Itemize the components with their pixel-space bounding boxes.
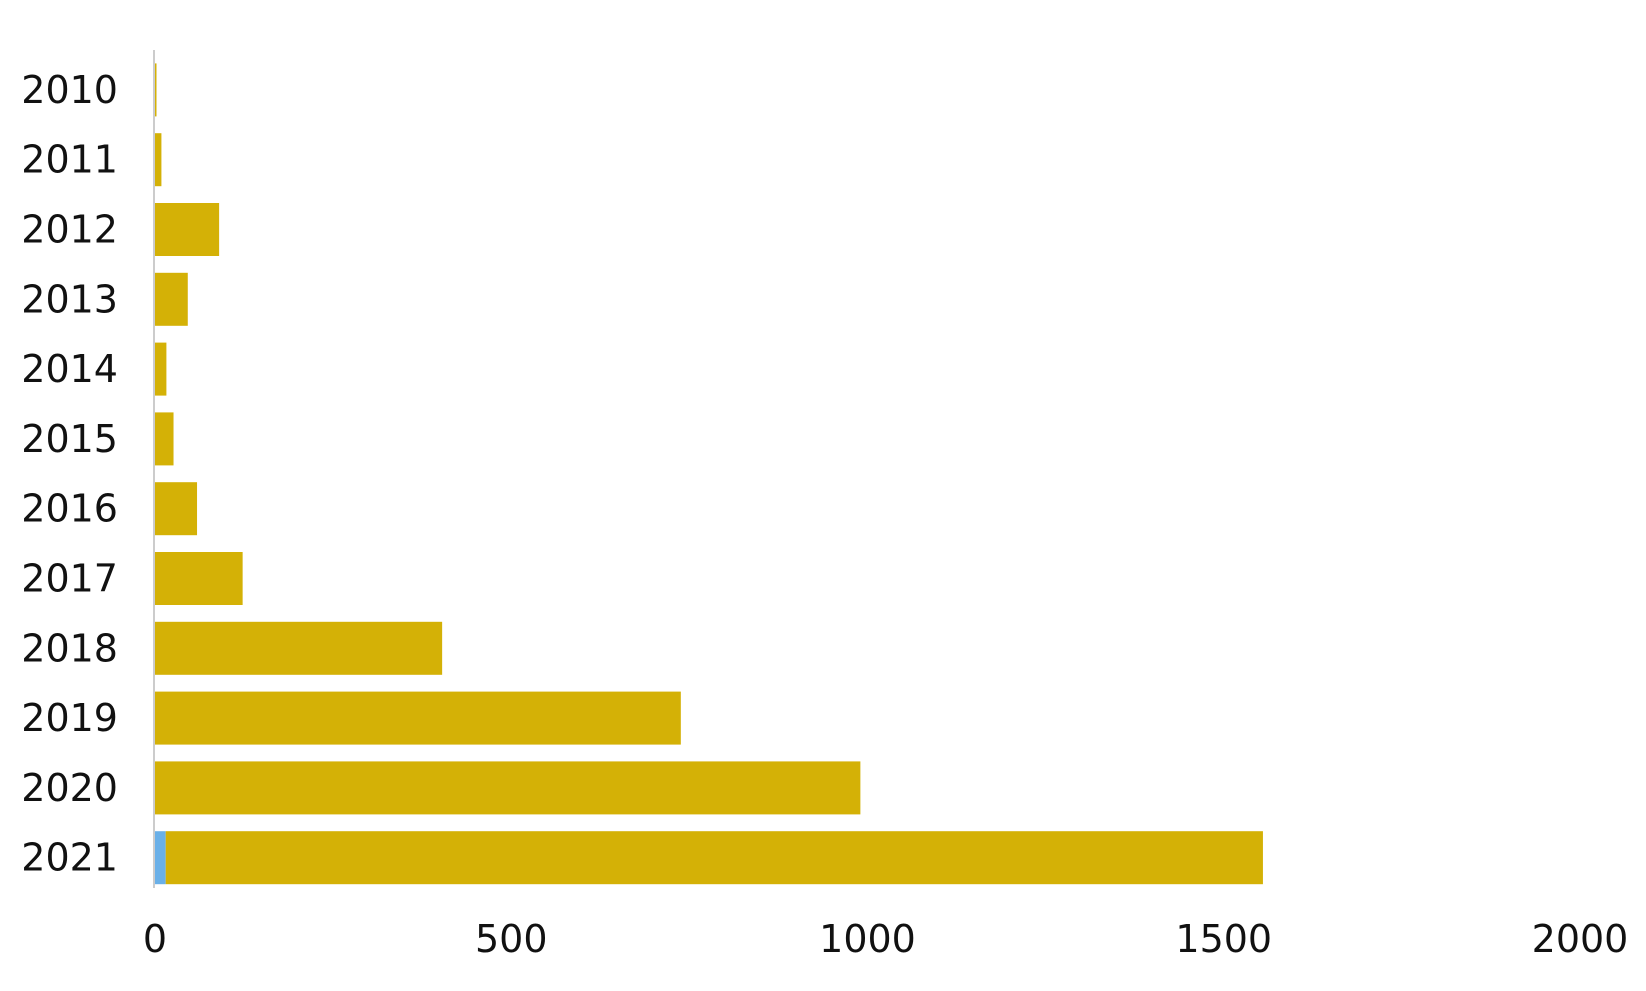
y-tick-label-2012: 2012 [21,208,118,252]
bar-2017-series-1 [155,552,243,605]
x-tick-label-2000: 2000 [1532,917,1629,961]
y-tick-label-2017: 2017 [21,557,118,601]
y-tick-label-2011: 2011 [21,138,118,182]
bar-2011-series-1 [155,133,162,187]
x-tick-label-500: 500 [475,917,548,961]
x-tick-label-0: 0 [143,917,167,961]
bar-2010-series-1 [155,63,157,117]
bars-layer [155,63,1263,885]
bar-2014-series-1 [155,342,167,396]
bar-2015-series-1 [155,412,174,466]
bar-2016-series-1 [155,482,198,536]
y-tick-label-2016: 2016 [21,487,118,531]
bar-2021-series-1 [165,831,1263,885]
x-tick-label-1000: 1000 [819,917,916,961]
bar-2018-series-1 [155,621,443,675]
y-tick-label-2021: 2021 [21,836,118,880]
bar-2020-series-1 [155,761,861,815]
bar-2012-series-1 [155,203,220,256]
x-tick-label-1500: 1500 [1175,917,1272,961]
bar-2013-series-1 [155,272,188,326]
y-tick-label-2015: 2015 [21,417,118,461]
bar-2021-series-0 [155,831,166,885]
y-tick-label-2020: 2020 [21,766,118,810]
y-axis-tick-labels: 2010 2011 2012 2013 2014 2015 2016 2017 2018 2019… [21,68,118,880]
y-tick-label-2010: 2010 [21,68,118,112]
y-tick-label-2014: 2014 [21,347,118,391]
bar-2019-series-1 [155,691,681,745]
x-axis-tick-labels: 0 500 1000 1500 2000 [143,917,1628,961]
y-tick-label-2018: 2018 [21,626,118,670]
y-tick-label-2019: 2019 [21,696,118,740]
y-tick-label-2013: 2013 [21,277,118,321]
